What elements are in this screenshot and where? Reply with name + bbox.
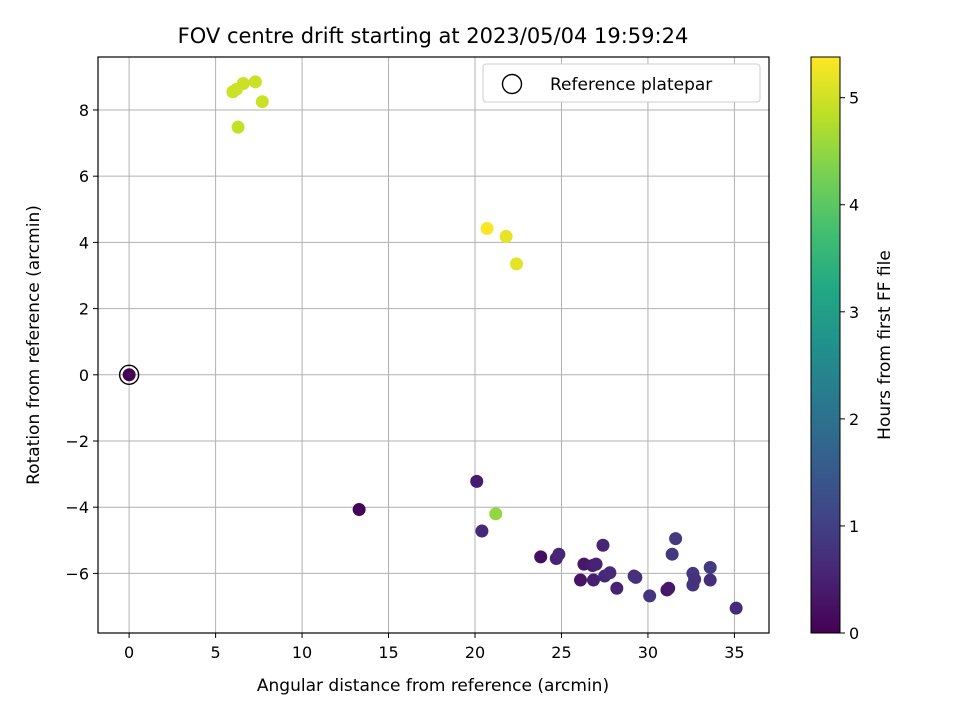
legend-box	[482, 63, 761, 103]
data-point	[665, 547, 679, 561]
y-axis-ticks: −6 −4 −2 0 2 4 6 8	[65, 101, 98, 583]
x-axis-ticks: 0 5 10 15 20 25 30 35	[124, 633, 745, 662]
legend-marker	[501, 73, 523, 95]
y-axis-label: Rotation from reference (arcmin)	[24, 205, 44, 485]
data-point	[248, 75, 262, 89]
data-point	[231, 120, 245, 134]
data-point	[255, 95, 269, 109]
data-point	[589, 557, 603, 571]
y-tick-label: 2	[79, 300, 89, 319]
colorbar: 0 1 2 3 4 5 Hours from first FF file	[810, 56, 895, 643]
x-tick-label: 20	[465, 643, 485, 662]
x-tick-label: 15	[378, 643, 398, 662]
grid-lines	[98, 57, 769, 633]
y-tick-label: −4	[65, 498, 89, 517]
legend: Reference platepar	[482, 63, 761, 103]
data-point	[475, 524, 489, 538]
data-point	[610, 581, 624, 595]
data-point	[586, 573, 600, 587]
data-point	[688, 572, 702, 586]
data-point	[489, 507, 503, 521]
legend-label: Reference platepar	[550, 75, 712, 95]
x-tick-label: 10	[292, 643, 312, 662]
data-point	[122, 368, 136, 382]
data-point	[662, 581, 676, 595]
data-point	[703, 560, 717, 574]
reference-point	[118, 364, 140, 385]
x-axis-label: Angular distance from reference (arcmin)	[257, 676, 609, 696]
colorbar-ticks: 0 1 2 3 4 5	[840, 89, 859, 643]
data-point	[603, 566, 617, 580]
data-point	[470, 474, 484, 488]
y-tick-label: 8	[79, 101, 89, 120]
data-point	[236, 76, 250, 90]
data-point	[629, 570, 643, 584]
x-tick-label: 30	[638, 643, 658, 662]
x-tick-label: 35	[724, 643, 744, 662]
y-tick-label: 4	[79, 233, 89, 252]
data-points	[122, 75, 743, 615]
data-point	[480, 221, 494, 235]
colorbar-tick-label: 1	[849, 517, 859, 536]
y-tick-label: −2	[65, 432, 89, 451]
colorbar-label: Hours from first FF file	[875, 250, 895, 440]
colorbar-tick-label: 0	[849, 624, 859, 643]
data-point	[534, 550, 548, 564]
y-tick-label: 0	[79, 366, 89, 385]
data-point	[352, 503, 366, 517]
y-tick-label: 6	[79, 167, 89, 186]
x-tick-label: 0	[124, 643, 134, 662]
reference-marker	[118, 364, 140, 385]
x-tick-label: 25	[551, 643, 571, 662]
y-tick-label: −6	[65, 564, 89, 583]
data-point	[510, 257, 524, 271]
colorbar-tick-label: 3	[849, 303, 859, 322]
data-point	[596, 538, 610, 552]
plot-frame	[97, 56, 770, 634]
colorbar-gradient	[810, 56, 841, 634]
data-point	[643, 589, 657, 603]
data-point	[729, 601, 743, 615]
chart-title: FOV centre drift starting at 2023/05/04 …	[178, 24, 689, 48]
data-point	[669, 532, 683, 546]
data-point	[499, 229, 513, 243]
data-point	[552, 547, 566, 561]
data-point	[703, 573, 717, 587]
colorbar-tick-label: 2	[849, 410, 859, 429]
colorbar-tick-label: 5	[849, 89, 859, 108]
data-point	[573, 573, 587, 587]
x-tick-label: 5	[211, 643, 221, 662]
colorbar-tick-label: 4	[849, 196, 859, 215]
